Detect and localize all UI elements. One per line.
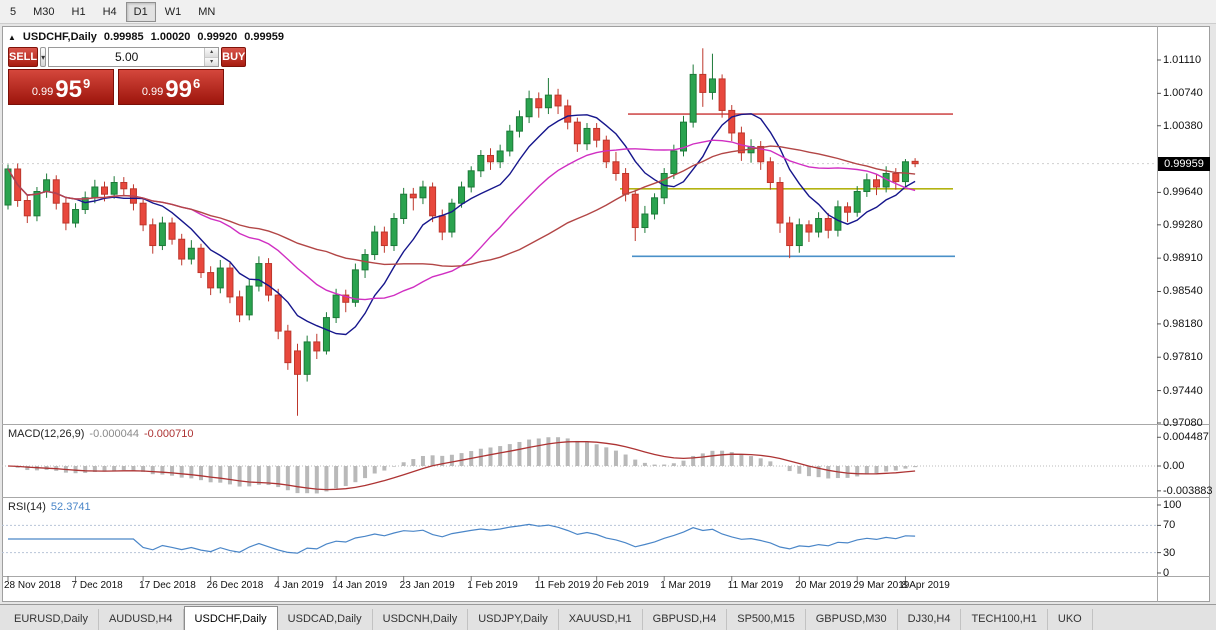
price-axis-tick: 1.01110 — [1163, 54, 1202, 66]
date-axis-label: 23 Jan 2019 — [399, 580, 455, 591]
tab-gbpusd-m30[interactable]: GBPUSD,M30 — [806, 609, 898, 630]
tab-usdchf-daily[interactable]: USDCHF,Daily — [183, 606, 278, 630]
tab-usdcnh-daily[interactable]: USDCNH,Daily — [373, 609, 469, 630]
chart-background — [2, 26, 1210, 602]
timeframe-button-h4[interactable]: H4 — [95, 2, 125, 22]
one-click-trading-panel: SELL ▾ ▴ ▾ BUY 0.99 95 9 0.99 99 6 — [8, 47, 247, 105]
date-axis-label: 11 Mar 2019 — [727, 580, 784, 591]
price-axis-tick: 0.99640 — [1163, 186, 1203, 199]
volume-field: ▴ ▾ — [48, 47, 220, 67]
macd-name: MACD(12,26,9) — [8, 428, 85, 440]
macd-axis-tick: 0.004487 — [1163, 431, 1209, 444]
date-axis-label: 14 Jan 2019 — [332, 580, 388, 591]
date-axis-label: 8 Apr 2019 — [901, 580, 950, 591]
tab-tech100-h1[interactable]: TECH100,H1 — [961, 609, 1048, 630]
rsi-axis-tick: 100 — [1163, 499, 1182, 511]
up-arrow-icon: ▲ — [8, 32, 16, 42]
price-axis-tick: 0.97810 — [1163, 351, 1203, 364]
price-axis-tick: 0.98540 — [1163, 285, 1203, 298]
sell-button[interactable]: SELL — [8, 47, 39, 67]
sell-price-pips: 95 — [55, 76, 82, 104]
rsi-axis-tick: 30 — [1163, 546, 1176, 559]
buy-button[interactable]: BUY — [221, 47, 247, 67]
order-options-dropdown[interactable]: ▾ — [40, 47, 47, 67]
low-value: 0.99920 — [197, 31, 238, 43]
current-price-tag: 0.99959 — [1158, 156, 1210, 171]
rsi-axis-tick: 70 — [1163, 519, 1176, 532]
volume-spinner: ▴ ▾ — [204, 48, 219, 66]
macd-signal-value: -0.000710 — [143, 428, 194, 440]
tab-dj30-h4[interactable]: DJ30,H4 — [898, 609, 962, 630]
chevron-down-icon: ▾ — [41, 52, 46, 62]
price-axis-tick: 0.97080 — [1163, 416, 1203, 429]
macd-indicator-label: MACD(12,26,9) -0.000044 -0.000710 — [8, 428, 194, 440]
rsi-value: 52.3741 — [50, 501, 91, 513]
price-axis-tick: 1.00740 — [1163, 87, 1203, 100]
date-axis-label: 20 Feb 2019 — [592, 580, 649, 591]
buy-price-pipette: 6 — [192, 76, 201, 91]
sell-price-pipette: 9 — [82, 76, 91, 91]
timeframe-button-5[interactable]: 5 — [2, 2, 24, 22]
timeframe-button-h1[interactable]: H1 — [64, 2, 94, 22]
date-axis-label: 28 Nov 2018 — [4, 580, 61, 591]
tab-audusd-h4[interactable]: AUDUSD,H4 — [99, 609, 184, 630]
date-axis-label: 26 Dec 2018 — [206, 580, 264, 591]
rsi-name: RSI(14) — [8, 501, 46, 513]
sell-price-prefix: 0.99 — [31, 86, 54, 98]
volume-input[interactable] — [49, 48, 205, 66]
timeframe-button-mn[interactable]: MN — [190, 2, 223, 22]
rsi-axis-tick: 0 — [1163, 567, 1170, 579]
macd-axis-tick: -0.003883 — [1163, 484, 1213, 497]
chart-tab-bar: EURUSD,Daily AUDUSD,H4 USDCHF,Daily USDCAD,… — [0, 604, 1216, 630]
date-axis-label: 1 Feb 2019 — [467, 580, 518, 591]
timeframe-button-m30[interactable]: M30 — [25, 2, 62, 22]
volume-increase-button[interactable]: ▴ — [205, 48, 219, 58]
close-value: 0.99959 — [244, 31, 284, 43]
date-axis-label: 29 Mar 2019 — [853, 580, 910, 591]
rsi-indicator-label: RSI(14) 52.3741 — [8, 501, 91, 513]
macd-main-value: -0.000044 — [89, 428, 139, 440]
timeframe-button-w1[interactable]: W1 — [157, 2, 190, 22]
price-axis-tick: 0.98180 — [1163, 317, 1203, 330]
timeframe-button-d1[interactable]: D1 — [125, 1, 156, 22]
date-axis-label: 17 Dec 2018 — [139, 580, 196, 591]
symbol-ohlc-readout: ▲ USDCHF,Daily 0.99985 1.00020 0.99920 0… — [8, 31, 284, 43]
timeframe-toolbar: 5 M30 H1 H4 D1 W1 MN — [0, 0, 1216, 24]
tab-gbpusd-h4[interactable]: GBPUSD,H4 — [643, 609, 728, 630]
tab-uko[interactable]: UKO — [1048, 609, 1093, 630]
date-axis-label: 20 Mar 2019 — [795, 580, 852, 591]
buy-price-tile[interactable]: 0.99 99 6 — [118, 69, 224, 105]
price-axis-tick: 1.00380 — [1163, 119, 1203, 132]
open-value: 0.99985 — [103, 31, 144, 43]
price-axis-tick: 0.98910 — [1163, 252, 1203, 265]
buy-price-prefix: 0.99 — [141, 86, 164, 98]
tab-xauusd-h1[interactable]: XAUUSD,H1 — [559, 609, 643, 630]
price-axis-tick: 0.97440 — [1163, 384, 1203, 397]
tab-eurusd-daily[interactable]: EURUSD,Daily — [4, 609, 99, 630]
date-axis-label: 4 Jan 2019 — [274, 580, 324, 591]
sell-price-tile[interactable]: 0.99 95 9 — [8, 69, 114, 105]
date-axis-label: 11 Feb 2019 — [534, 580, 591, 591]
buy-price-pips: 99 — [165, 76, 192, 104]
high-value: 1.00020 — [150, 31, 191, 43]
tab-usdcad-daily[interactable]: USDCAD,Daily — [278, 609, 373, 630]
price-axis-tick: 0.99280 — [1163, 218, 1203, 231]
date-axis-label: 1 Mar 2019 — [660, 580, 711, 591]
date-axis-label: 7 Dec 2018 — [71, 580, 123, 591]
macd-axis-tick: 0.00 — [1163, 460, 1185, 472]
tab-usdjpy-daily[interactable]: USDJPY,Daily — [468, 609, 559, 630]
volume-decrease-button[interactable]: ▾ — [205, 57, 219, 66]
tab-sp500-m15[interactable]: SP500,M15 — [727, 609, 806, 630]
symbol-timeframe-label: USDCHF,Daily — [22, 31, 97, 43]
